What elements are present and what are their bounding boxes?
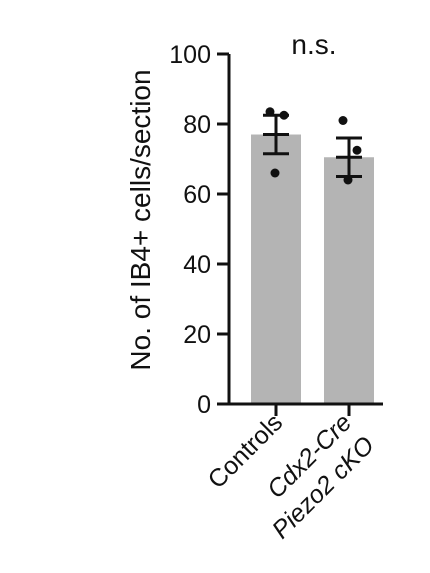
bar-2 bbox=[324, 157, 374, 404]
y-tick-label: 100 bbox=[169, 41, 211, 69]
data-point bbox=[352, 145, 362, 155]
y-tick-label: 80 bbox=[183, 111, 211, 139]
data-point bbox=[338, 116, 348, 125]
y-tick-label: 20 bbox=[183, 321, 211, 349]
data-point bbox=[270, 168, 280, 178]
y-tick-label: 40 bbox=[183, 251, 211, 279]
y-axis-label: No. of IB4+ cells/section bbox=[125, 69, 156, 370]
y-tick-label: 60 bbox=[183, 181, 211, 209]
significance-annotation: n.s. bbox=[291, 29, 336, 60]
y-tick-label: 0 bbox=[197, 391, 211, 419]
bar-1 bbox=[251, 134, 301, 404]
